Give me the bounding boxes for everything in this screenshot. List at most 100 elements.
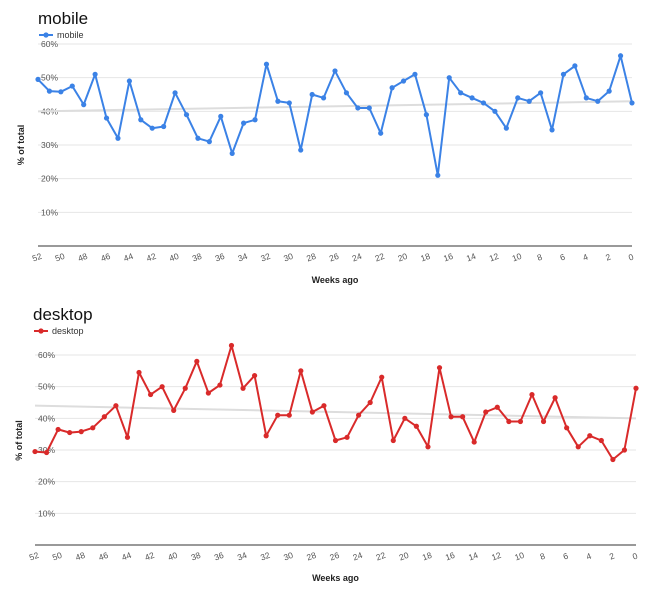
data-point[interactable] [540,418,547,425]
legend[interactable]: mobile [39,30,84,40]
data-point[interactable] [263,61,270,67]
data-point[interactable] [263,433,269,439]
data-point[interactable] [321,403,327,409]
data-point[interactable] [617,53,624,59]
data-point[interactable] [101,414,107,420]
data-point[interactable] [32,448,38,455]
data-point[interactable] [483,409,489,415]
data-point[interactable] [595,98,601,104]
data-point[interactable] [124,434,131,440]
data-point[interactable] [183,112,190,118]
data-point[interactable] [194,358,200,364]
data-point[interactable] [309,91,315,98]
data-point[interactable] [332,437,339,444]
data-point[interactable] [436,365,443,371]
data-point[interactable] [564,425,570,431]
data-point[interactable] [460,414,466,420]
data-point[interactable] [606,88,612,94]
legend[interactable]: desktop [34,326,84,336]
data-point[interactable] [538,90,544,96]
data-point[interactable] [182,385,188,391]
data-point[interactable] [298,147,304,153]
data-point[interactable] [517,418,524,425]
data-point[interactable] [610,456,616,463]
data-point[interactable] [529,391,535,398]
data-point[interactable] [92,71,98,77]
data-point[interactable] [161,123,167,130]
data-point[interactable] [621,447,628,453]
data-point[interactable] [172,90,178,96]
data-point[interactable] [55,426,61,433]
data-point[interactable] [159,384,165,390]
data-point[interactable] [35,76,41,82]
data-point[interactable] [402,415,408,421]
data-point[interactable] [240,385,246,391]
data-point[interactable] [446,75,452,81]
data-point[interactable] [205,390,211,396]
data-point[interactable] [458,90,464,96]
data-point[interactable] [149,125,155,131]
data-point[interactable] [241,120,247,126]
data-point[interactable] [320,95,327,101]
data-point[interactable] [115,135,121,141]
data-point[interactable] [366,105,372,111]
data-point[interactable] [560,71,567,77]
data-point[interactable] [43,449,50,456]
data-point[interactable] [228,342,235,349]
data-point[interactable] [356,412,362,418]
data-point[interactable] [552,395,558,401]
data-point[interactable] [379,374,385,380]
data-point[interactable] [515,95,521,101]
data-point[interactable] [343,90,350,96]
data-point[interactable] [629,100,635,106]
data-point[interactable] [103,115,110,121]
data-point[interactable] [549,127,555,133]
data-point[interactable] [69,83,75,89]
data-point[interactable] [413,423,420,429]
data-point[interactable] [286,412,292,418]
data-point[interactable] [526,98,532,104]
data-point[interactable] [217,382,223,388]
data-point[interactable] [378,130,384,136]
data-point[interactable] [471,439,477,445]
data-point[interactable] [506,418,512,425]
data-point[interactable] [492,108,498,114]
data-point[interactable] [195,135,201,141]
data-point[interactable] [400,78,407,84]
data-point[interactable] [587,433,593,439]
data-point[interactable] [252,117,258,123]
data-point[interactable] [494,404,500,410]
data-point[interactable] [309,409,315,415]
data-point[interactable] [572,63,578,69]
data-point[interactable] [332,68,338,74]
data-point[interactable] [138,117,144,123]
data-point[interactable] [389,85,395,91]
data-point[interactable] [435,172,441,178]
data-point[interactable] [46,88,53,94]
data-point[interactable] [298,368,304,374]
data-point[interactable] [229,150,235,157]
data-point[interactable] [575,444,581,450]
data-point[interactable] [126,78,132,84]
data-point[interactable] [633,385,639,391]
data-point[interactable] [218,113,224,119]
data-point[interactable] [78,429,84,435]
data-point[interactable] [448,414,454,420]
data-point[interactable] [355,105,361,111]
data-point[interactable] [412,71,418,77]
data-point[interactable] [67,429,73,436]
data-point[interactable] [344,434,350,440]
data-point[interactable] [275,98,281,104]
data-point[interactable] [390,437,396,444]
data-point[interactable] [81,102,87,108]
data-point[interactable] [113,403,119,409]
data-point[interactable] [583,95,589,101]
data-point[interactable] [423,112,429,118]
data-point[interactable] [171,407,177,414]
data-point[interactable] [480,100,487,106]
data-point[interactable] [90,425,96,431]
data-point[interactable] [147,391,154,398]
data-point[interactable] [469,95,475,101]
data-point[interactable] [206,139,212,145]
data-point[interactable] [275,412,281,418]
